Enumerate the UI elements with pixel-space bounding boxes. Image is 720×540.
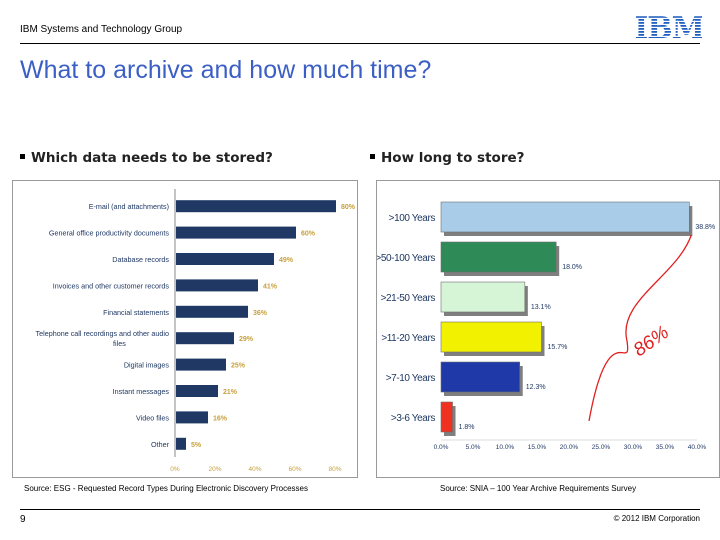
category-label: >100 Years	[389, 213, 436, 224]
left-bullet-text: Which data needs to be stored?	[31, 150, 273, 166]
bar	[176, 226, 296, 239]
category-label: >21-50 Years	[381, 293, 436, 304]
left-bullet: Which data needs to be stored?	[20, 150, 273, 166]
bar	[176, 305, 248, 318]
header-org: IBM Systems and Technology Group	[20, 24, 183, 35]
ibm-logo-text: IBM	[636, 13, 702, 41]
bar	[440, 401, 453, 433]
bar-value-label: 16%	[213, 415, 228, 422]
bar-value-label: 38.8%	[695, 224, 715, 231]
bullet-square-icon	[20, 153, 25, 159]
category-label: Digital images	[124, 361, 170, 370]
x-tick-label: 30.0%	[624, 444, 643, 451]
bar	[440, 361, 521, 393]
annotation-label: 86%	[630, 322, 673, 361]
bullet-square-icon	[370, 153, 375, 159]
bar	[176, 358, 226, 371]
right-bullet: How long to store?	[370, 150, 524, 166]
bar	[176, 279, 258, 292]
record-types-chart-frame: E-mail (and attachments) 80% General offic…	[12, 180, 358, 478]
bar-value-label: 5%	[191, 442, 202, 449]
left-source: Source: ESG - Requested Record Types Dur…	[24, 484, 308, 493]
bar-value-label: 1.8%	[459, 424, 475, 431]
ibm-logo: IBM	[636, 13, 702, 41]
bar	[176, 332, 234, 345]
category-label: E-mail (and attachments)	[89, 202, 169, 211]
annotation-curve	[588, 234, 692, 422]
retention-chart: >100 Years 38.8% >50-100 Years 18.0% >21-50 …	[375, 201, 715, 451]
category-label: files	[113, 339, 126, 348]
category-label: Database records	[112, 255, 169, 264]
bar-value-label: 12.3%	[526, 384, 546, 391]
x-tick-label: 0%	[170, 466, 180, 473]
category-label: Video files	[136, 413, 169, 422]
copyright: © 2012 IBM Corporation	[613, 514, 700, 523]
x-tick-label: 80%	[328, 466, 341, 473]
bar	[176, 437, 186, 450]
category-label: >3-6 Years	[391, 413, 435, 424]
bar-value-label: 49%	[279, 257, 294, 264]
bar-value-label: 25%	[231, 363, 246, 370]
bar	[440, 201, 690, 233]
x-tick-label: 60%	[288, 466, 301, 473]
bar	[176, 200, 336, 213]
x-tick-label: 20%	[208, 466, 221, 473]
retention-chart-frame: >100 Years 38.8% >50-100 Years 18.0% >21-50 …	[375, 180, 720, 478]
bar-value-label: 36%	[253, 310, 268, 317]
bar	[440, 281, 526, 313]
category-label: Instant messages	[113, 387, 170, 396]
category-label: Other	[151, 440, 170, 449]
bar-value-label: 18.0%	[562, 264, 582, 271]
x-tick-label: 40.0%	[688, 444, 707, 451]
header-divider	[20, 43, 700, 44]
bar-value-label: 15.7%	[547, 344, 567, 351]
x-tick-label: 15.0%	[528, 444, 547, 451]
category-label: Invoices and other customer records	[53, 281, 170, 290]
right-source: Source: SNIA – 100 Year Archive Requirem…	[440, 484, 637, 493]
bar-value-label: 21%	[223, 389, 238, 396]
x-tick-label: 35.0%	[656, 444, 675, 451]
x-tick-label: 5.0%	[466, 444, 481, 451]
x-tick-label: 10.0%	[496, 444, 515, 451]
bar	[176, 385, 218, 397]
bar-value-label: 29%	[239, 336, 254, 343]
x-tick-label: 40%	[248, 466, 261, 473]
footer-divider	[20, 509, 700, 510]
bar	[440, 321, 542, 353]
record-types-chart: E-mail (and attachments) 80% General offic…	[36, 189, 356, 473]
bar-value-label: 41%	[263, 283, 278, 290]
category-label: >7-10 Years	[386, 373, 436, 384]
bar	[440, 241, 557, 273]
x-tick-label: 20.0%	[560, 444, 579, 451]
category-label: Financial statements	[103, 308, 169, 317]
bar-value-label: 80%	[341, 204, 356, 211]
category-label: >50-100 Years	[377, 253, 435, 264]
bar-value-label: 60%	[301, 231, 316, 238]
x-tick-label: 25.0%	[592, 444, 611, 451]
page-title: What to archive and how much time?	[20, 56, 432, 84]
category-label: General office productivity documents	[49, 229, 170, 238]
category-label: Telephone call recordings and other audi…	[36, 329, 169, 338]
page-number: 9	[20, 514, 26, 525]
bar	[176, 253, 274, 265]
right-bullet-text: How long to store?	[381, 150, 525, 166]
bar-value-label: 13.1%	[531, 304, 551, 311]
category-label: >11-20 Years	[381, 333, 435, 344]
x-tick-label: 0.0%	[434, 444, 449, 451]
bar	[176, 411, 208, 424]
